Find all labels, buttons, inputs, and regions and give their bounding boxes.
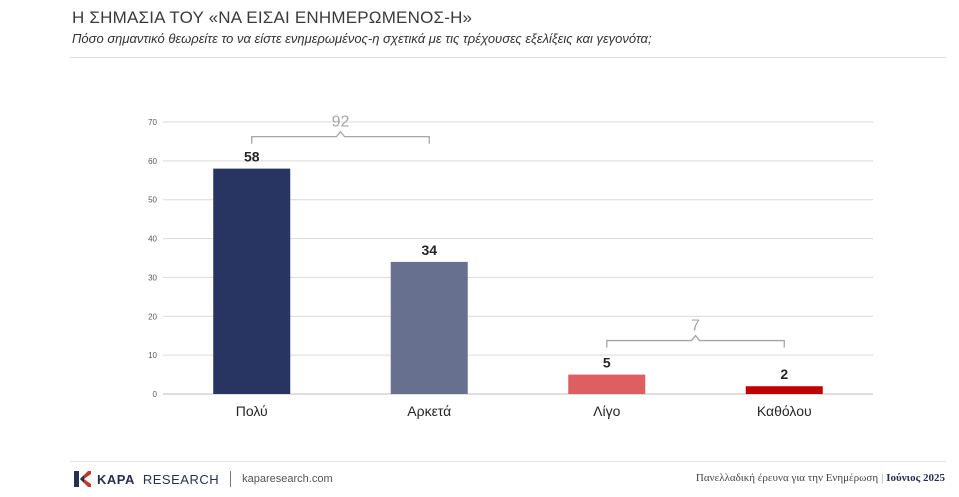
sum-label: 7 <box>691 318 700 335</box>
bar <box>213 168 291 394</box>
kapa-k-logo-icon <box>74 471 91 487</box>
sum-label: 92 <box>332 114 350 131</box>
footer-separator: | <box>881 472 884 484</box>
y-tick-label: 0 <box>153 390 158 399</box>
data-label: 34 <box>421 242 437 258</box>
x-tick-label: Καθόλου <box>757 403 812 419</box>
bar <box>745 386 823 394</box>
data-label: 58 <box>244 149 260 165</box>
y-tick-label: 10 <box>148 351 157 360</box>
brand-name-bold: KAPA <box>97 471 135 487</box>
y-tick-label: 70 <box>148 118 157 127</box>
y-tick-label: 50 <box>148 196 157 205</box>
y-tick-label: 30 <box>148 273 157 282</box>
sum-bracket <box>251 130 430 144</box>
brand-url: kaparesearch.com <box>242 473 333 485</box>
bar <box>568 374 646 394</box>
x-tick-label: Πολύ <box>236 403 268 419</box>
x-tick-label: Αρκετά <box>407 403 451 419</box>
data-label: 2 <box>780 366 788 382</box>
page-title: Η ΣΗΜΑΣΙΑ ΤΟΥ «ΝΑ ΕΙΣΑΙ ΕΝΗΜΕΡΩΜΕΝΟΣ-Η» <box>72 8 473 27</box>
page-subtitle: Πόσο σημαντικό θεωρείτε το να είστε ενημ… <box>72 31 652 46</box>
brand-separator <box>230 471 232 487</box>
data-label: 5 <box>603 355 611 371</box>
x-tick-label: Λίγο <box>593 403 620 419</box>
y-tick-label: 60 <box>148 157 157 166</box>
sum-bracket <box>606 334 785 348</box>
survey-name: Πανελλαδική έρευνα για την Ενημέρωση <box>695 472 879 484</box>
footer-brand: KAPA RESEARCH kaparesearch.com <box>72 468 333 490</box>
survey-date: Ιούνιος 2025 <box>886 472 945 484</box>
footer-divider <box>70 461 946 462</box>
footer-survey-info: Πανελλαδική έρευνα για την Ενημέρωση | Ιού… <box>696 472 945 484</box>
bar <box>390 261 468 394</box>
brand-name-regular: RESEARCH <box>142 471 220 487</box>
bar-chart: 0 10 20 30 40 50 60 70 58 Πολύ 34 Αρκετά 5 Λίγο 2 Καθόλ… <box>148 114 873 419</box>
header-divider <box>70 57 946 58</box>
y-tick-label: 40 <box>148 235 157 244</box>
y-tick-label: 20 <box>148 312 157 321</box>
